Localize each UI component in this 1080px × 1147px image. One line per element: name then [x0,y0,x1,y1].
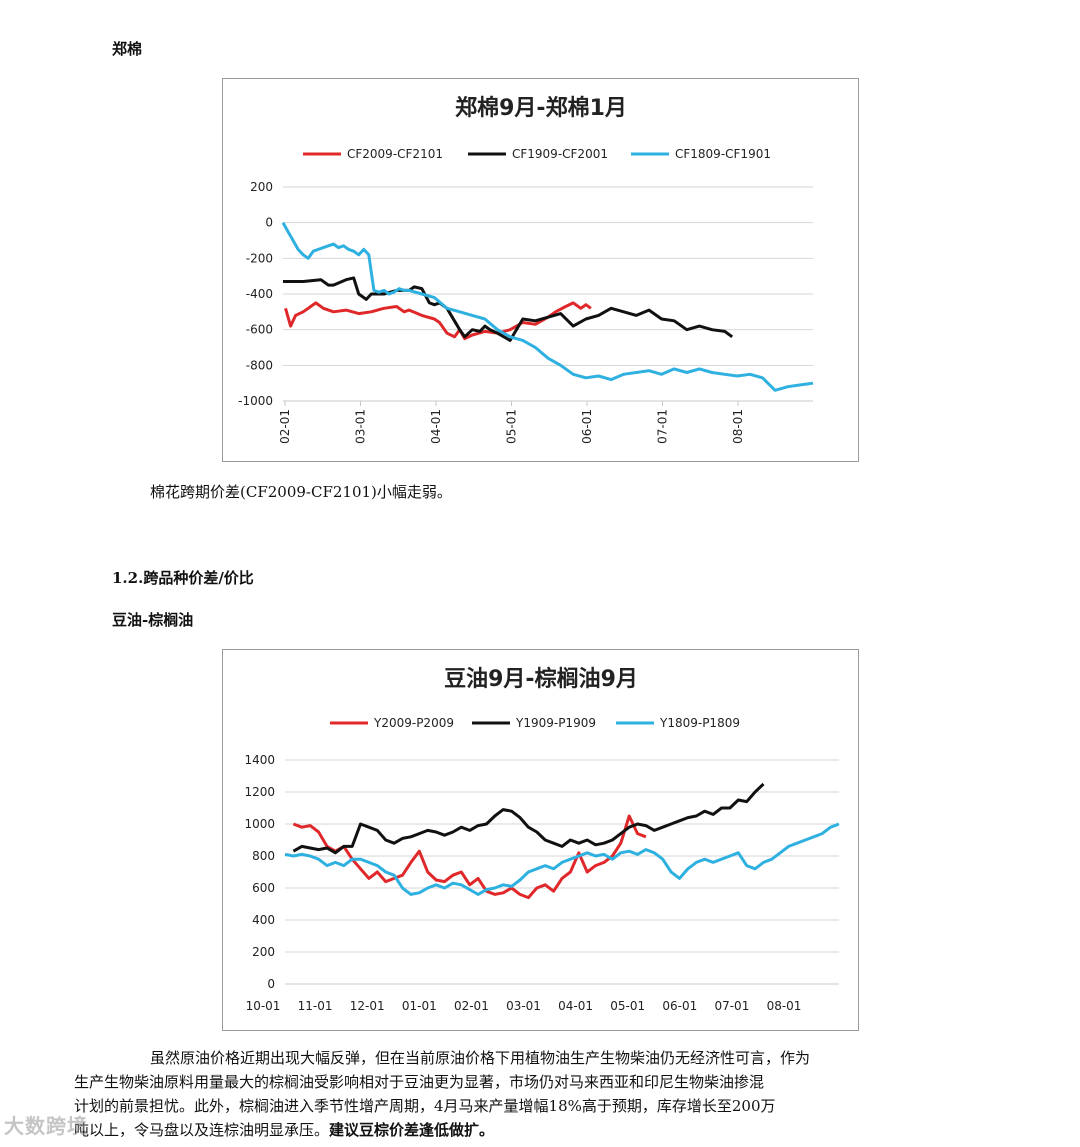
series-line-CF1809-CF1901 [281,221,814,392]
y-tick-label: 600 [252,881,275,895]
y-tick-label: 1400 [244,753,275,767]
x-tick-label: 03-01 [354,409,368,444]
paragraph-line-2: 生产生物柴油原料用量最大的棕榈油受影响相对于豆油更为显著，市场仍对马来西亚和印尼… [74,1073,765,1091]
y-tick-label: -600 [246,323,273,337]
x-tick-label: 07-01 [714,999,749,1013]
y-tick-label: -400 [246,287,273,301]
soy-palm-spread-chart: 豆油9月-棕榈油9月 Y2009-P2009 Y1909-P1909 Y1809-P1… [222,649,859,1031]
x-tick-label: 01-01 [402,999,437,1013]
legend-label-2: CF1909-CF2001 [512,147,608,161]
series-line-Y1909-P1909 [292,782,765,855]
watermark-text: 大数跨境 [4,1114,88,1138]
y-tick-label: 0 [265,216,273,230]
chart-title: 郑棉9月-郑棉1月 [455,95,627,121]
x-tick-label: 04-01 [429,409,443,444]
cotton-spread-chart: 郑棉9月-郑棉1月 CF2009-CF2101 CF1909-CF2001 CF180… [222,78,859,462]
y-tick-label: -1000 [238,394,273,408]
series-line-Y1809-P1809 [284,822,840,896]
x-tick-label: 06-01 [662,999,697,1013]
y-tick-label: 1200 [244,785,275,799]
paragraph-line-1: 虽然原油价格近期出现大幅反弹，但在当前原油价格下用植物油生产生物柴油仍无经济性可… [150,1049,811,1067]
series-line-CF2009-CF2101 [284,301,592,341]
y-tick-label: 400 [252,913,275,927]
x-tick-label: 05-01 [505,409,519,444]
x-tick-label: 08-01 [767,999,802,1013]
legend-label-1: CF2009-CF2101 [347,147,443,161]
section-number-heading: 1.2.跨品种价差/价比 [112,569,254,587]
x-tick-label: 12-01 [350,999,385,1013]
y-tick-label: 200 [252,945,275,959]
y-tick-label: -800 [246,358,273,372]
y-tick-label: 0 [267,977,275,991]
chart-title: 豆油9月-棕榈油9月 [444,666,638,692]
x-tick-label: 05-01 [610,999,645,1013]
x-tick-label: 07-01 [656,409,670,444]
y-tick-label: 1000 [244,817,275,831]
y-tick-label: 200 [250,180,273,194]
x-tick-label: 04-01 [558,999,593,1013]
x-tick-label: 06-01 [580,409,594,444]
analysis-paragraph: 虽然原油价格近期出现大幅反弹，但在当前原油价格下用植物油生产生物柴油仍无经济性可… [74,1046,972,1142]
series-line-Y2009-P2009 [292,814,647,900]
x-tick-label: 11-01 [298,999,333,1013]
paragraph-recommendation: 建议豆棕价差逢低做扩。 [329,1121,495,1139]
series-line-CF1909-CF2001 [283,276,734,342]
legend-label-3: CF1809-CF1901 [675,147,771,161]
cotton-chart-caption: 棉花跨期价差(CF2009-CF2101)小幅走弱。 [150,483,452,501]
x-tick-label: 03-01 [506,999,541,1013]
x-tick-label: 02-01 [454,999,489,1013]
x-tick-label: 08-01 [731,409,745,444]
x-tick-label: 02-01 [278,409,292,444]
legend-label-3: Y1809-P1809 [659,716,740,730]
y-tick-label: 800 [252,849,275,863]
watermark-logo: 大数跨境 [4,1110,88,1139]
legend-label-2: Y1909-P1909 [515,716,596,730]
y-tick-label: -200 [246,251,273,265]
paragraph-line-4: 吨以上，令马盘以及连棕油明显承压。 [74,1121,330,1139]
legend-label-1: Y2009-P2009 [373,716,454,730]
cotton-spread-chart-svg: 郑棉9月-郑棉1月 CF2009-CF2101 CF1909-CF2001 CF180… [238,95,814,444]
paragraph-line-3: 计划的前景担忧。此外，棕榈油进入季节性增产周期，4月马来产量增幅18%高于预期，… [74,1097,776,1115]
section-heading-cotton: 郑棉 [112,40,143,58]
section-heading-soy-palm: 豆油-棕榈油 [112,611,194,629]
x-tick-label: 10-01 [246,999,281,1013]
soy-palm-spread-chart-svg: 豆油9月-棕榈油9月 Y2009-P2009 Y1909-P1909 Y1809-P1… [244,666,840,1013]
